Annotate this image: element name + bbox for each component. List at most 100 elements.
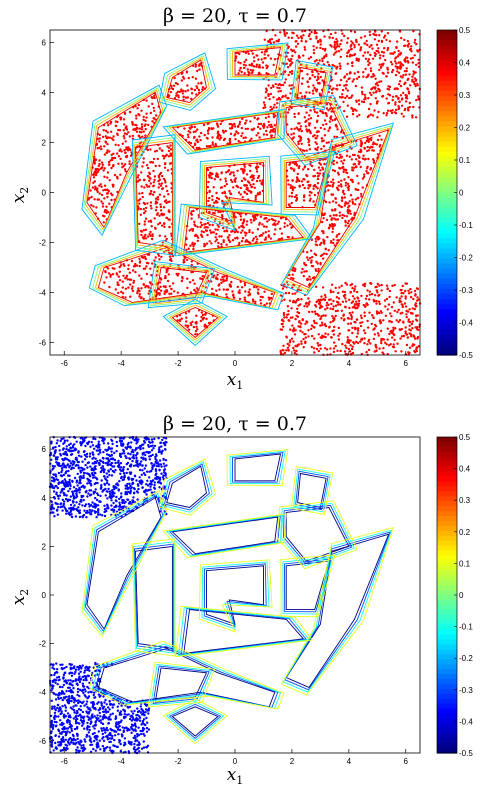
data-point xyxy=(400,112,403,116)
data-point xyxy=(321,79,324,82)
data-point xyxy=(308,282,311,286)
data-point xyxy=(289,62,293,66)
data-point xyxy=(161,187,164,191)
data-point xyxy=(338,332,341,335)
data-point xyxy=(386,338,389,341)
data-point xyxy=(339,303,342,306)
data-point xyxy=(243,165,246,168)
data-point xyxy=(391,63,394,66)
data-point xyxy=(259,122,263,126)
data-point xyxy=(336,171,340,174)
data-point xyxy=(406,88,410,91)
data-point xyxy=(282,344,285,347)
data-point xyxy=(360,142,363,145)
data-point xyxy=(248,181,251,184)
data-point xyxy=(317,40,320,43)
data-point xyxy=(279,328,282,331)
data-point xyxy=(360,294,363,298)
data-point xyxy=(267,230,270,233)
data-point xyxy=(334,117,337,121)
data-point xyxy=(64,466,68,469)
colorbar-segment xyxy=(437,167,457,173)
data-point xyxy=(155,201,159,204)
colorbar-segment xyxy=(437,217,457,224)
data-point xyxy=(252,56,256,59)
data-point xyxy=(131,285,134,288)
data-point xyxy=(114,715,118,718)
data-point xyxy=(314,285,318,288)
data-point xyxy=(374,77,377,81)
data-point xyxy=(89,452,92,455)
data-point xyxy=(372,316,375,320)
data-point xyxy=(291,329,295,332)
data-point xyxy=(355,318,358,321)
data-point xyxy=(136,290,139,293)
data-point xyxy=(351,178,354,182)
data-point xyxy=(335,186,339,189)
data-point xyxy=(309,278,312,281)
data-point xyxy=(263,57,266,60)
data-point xyxy=(230,171,233,174)
data-point xyxy=(183,127,186,130)
data-point xyxy=(153,94,156,98)
data-point xyxy=(141,464,144,467)
data-point xyxy=(337,50,341,53)
colorbar-segment xyxy=(437,263,457,270)
data-point xyxy=(239,231,243,234)
data-point xyxy=(211,287,214,291)
data-point xyxy=(238,52,241,56)
data-point xyxy=(222,240,225,244)
data-point xyxy=(360,86,364,89)
data-point xyxy=(249,176,252,179)
data-point xyxy=(145,483,148,486)
data-point xyxy=(340,131,343,134)
data-point xyxy=(256,291,260,294)
data-point xyxy=(288,344,291,347)
data-point xyxy=(287,183,290,186)
data-point xyxy=(298,122,301,125)
data-point xyxy=(139,448,142,451)
data-point xyxy=(149,267,152,270)
data-point xyxy=(117,128,120,132)
data-point xyxy=(331,230,334,234)
data-point xyxy=(334,31,337,34)
data-point xyxy=(122,274,125,277)
data-point xyxy=(327,129,330,132)
data-point xyxy=(320,140,324,143)
data-point xyxy=(99,494,102,498)
data-point xyxy=(385,75,388,78)
data-point xyxy=(229,192,233,196)
data-point xyxy=(142,283,146,286)
data-point xyxy=(333,45,336,49)
data-point xyxy=(154,227,157,230)
data-point xyxy=(182,77,186,80)
data-point xyxy=(98,162,101,166)
data-point xyxy=(124,151,127,154)
data-point xyxy=(300,271,303,274)
data-point xyxy=(333,135,336,138)
data-point xyxy=(405,343,409,347)
data-point xyxy=(341,88,345,92)
data-point xyxy=(319,38,322,41)
data-point xyxy=(190,260,193,263)
data-point xyxy=(137,726,140,729)
data-point xyxy=(320,137,323,140)
data-point xyxy=(187,136,190,139)
data-point xyxy=(233,122,236,126)
data-point xyxy=(143,211,146,215)
data-point xyxy=(138,260,142,263)
data-point xyxy=(238,123,241,126)
data-point xyxy=(143,223,146,226)
data-point xyxy=(69,447,72,450)
data-point xyxy=(157,448,161,451)
data-point xyxy=(77,678,80,682)
data-point xyxy=(146,202,149,205)
data-point xyxy=(211,143,214,146)
data-point xyxy=(117,291,120,295)
data-point xyxy=(331,224,335,228)
data-point xyxy=(372,337,376,341)
data-point xyxy=(352,78,355,81)
data-point xyxy=(331,178,335,181)
data-point xyxy=(382,54,385,58)
data-point xyxy=(378,57,382,60)
